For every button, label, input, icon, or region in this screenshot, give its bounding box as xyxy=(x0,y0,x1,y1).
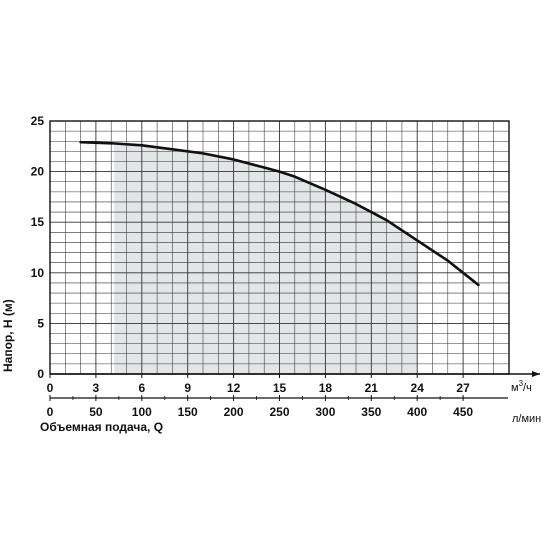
x2-tick-label: 350 xyxy=(361,405,381,419)
operating-range-area xyxy=(114,143,418,374)
x2-tick-label: 400 xyxy=(407,405,427,419)
x-tick-label: 6 xyxy=(138,381,145,395)
x2-tick-label: 0 xyxy=(47,405,54,419)
x-tick-label: 9 xyxy=(184,381,191,395)
y-tick-label: 15 xyxy=(31,215,45,229)
y-tick-label: 5 xyxy=(37,316,44,330)
x2-tick-label: 300 xyxy=(315,405,335,419)
x-axis-unit-lmin: л/мин xyxy=(512,413,541,425)
x-tick-label: 27 xyxy=(456,381,470,395)
x-unit-tail: /ч xyxy=(523,382,532,394)
pump-curve-line xyxy=(79,140,480,287)
x2-tick-label: 100 xyxy=(132,405,152,419)
x2-tick-label: 450 xyxy=(453,405,473,419)
y-tick-label: 0 xyxy=(37,367,44,381)
x-tick-label: 21 xyxy=(365,381,379,395)
x-tick-label: 12 xyxy=(227,381,241,395)
x-unit-sup: 3 xyxy=(519,379,524,388)
x2-tick-label: 250 xyxy=(269,405,289,419)
x-unit-base: м xyxy=(511,382,519,394)
x-tick-label: 3 xyxy=(93,381,100,395)
x-tick-labels-m3h: 0 3 6 9 12 15 18 21 24 27 xyxy=(47,381,470,395)
series-layer xyxy=(79,140,480,287)
x-tick-label: 24 xyxy=(411,381,425,395)
y-tick-label: 25 xyxy=(31,114,45,128)
x-axis-label-secondary: Объемная подача, Q xyxy=(40,420,163,434)
y-tick-label: 20 xyxy=(31,165,45,179)
y-tick-labels: 0 5 10 15 20 25 xyxy=(31,114,45,381)
x-tick-label: 18 xyxy=(319,381,333,395)
x-tick-labels-lmin: 0 50 100 150 200 250 300 350 400 450 xyxy=(47,405,474,419)
axes xyxy=(49,120,540,401)
operating-range-shade xyxy=(114,143,418,374)
y-tick-label: 10 xyxy=(31,266,45,280)
x2-tick-label: 150 xyxy=(178,405,198,419)
x-tick-label: 15 xyxy=(273,381,287,395)
x-tick-label: 0 xyxy=(47,381,54,395)
x-axis-arrow xyxy=(532,371,540,377)
x2-tick-label: 50 xyxy=(89,405,103,419)
y-axis-label: Напор, Н (м) xyxy=(1,299,15,372)
x-axis-unit-m3h: м3/ч xyxy=(511,379,532,394)
x2-tick-label: 200 xyxy=(224,405,244,419)
